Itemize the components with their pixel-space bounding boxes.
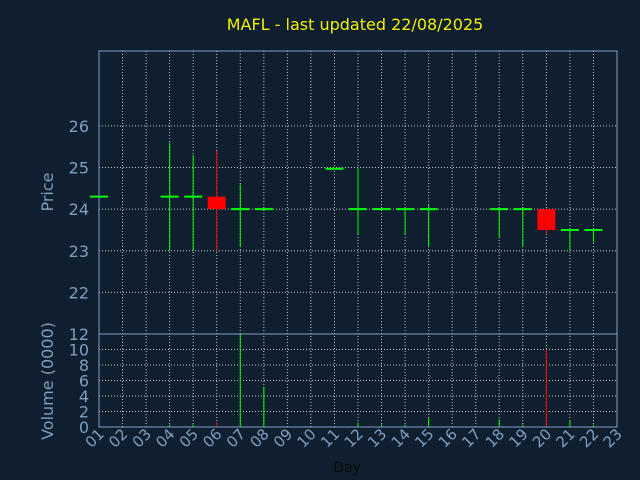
day-tick-label: 15 xyxy=(411,425,437,451)
volume-tick-label: 8 xyxy=(79,356,89,375)
volume-tick-label: 12 xyxy=(69,325,89,344)
price-tick-label: 23 xyxy=(69,242,89,261)
frame-layer xyxy=(98,50,618,428)
day-tick-label: 06 xyxy=(199,425,225,451)
tick-labels-layer: 2223242526024681012010203040506070809101… xyxy=(69,117,626,451)
day-tick-label: 19 xyxy=(505,425,531,451)
day-tick-label: 08 xyxy=(246,425,272,451)
day-tick-label: 07 xyxy=(223,425,249,451)
price-tick-label: 22 xyxy=(69,283,89,302)
volume-tick-label: 0 xyxy=(79,418,89,437)
day-tick-label: 02 xyxy=(105,425,131,451)
day-tick-label: 22 xyxy=(576,425,602,451)
day-tick-label: 10 xyxy=(294,425,320,451)
volume-tick-label: 4 xyxy=(79,387,89,406)
day-tick-label: 05 xyxy=(176,425,202,451)
plot-frame xyxy=(98,50,618,428)
marks-layer xyxy=(90,142,603,427)
day-tick-label: 16 xyxy=(435,425,461,451)
candle-body-down xyxy=(537,209,556,230)
price-tick-label: 24 xyxy=(69,200,89,219)
volume-axis-label: Volume (0000) xyxy=(38,322,57,440)
volume-tick-label: 6 xyxy=(79,372,89,391)
price-tick-label: 25 xyxy=(69,159,89,178)
chart-title: MAFL - last updated 22/08/2025 xyxy=(227,15,484,34)
day-tick-label: 11 xyxy=(317,425,343,451)
day-tick-label: 09 xyxy=(270,425,296,451)
volume-tick-label: 10 xyxy=(69,341,89,360)
grid-layer xyxy=(99,51,617,427)
price-tick-label: 26 xyxy=(69,117,89,136)
day-tick-label: 03 xyxy=(129,425,155,451)
price-axis-label: Price xyxy=(38,172,57,211)
day-tick-label: 14 xyxy=(388,425,414,451)
day-tick-label: 18 xyxy=(482,425,508,451)
day-tick-label: 20 xyxy=(529,425,555,451)
day-tick-label: 12 xyxy=(341,425,367,451)
day-tick-label: 23 xyxy=(600,425,626,451)
day-tick-label: 13 xyxy=(364,425,390,451)
day-tick-label: 17 xyxy=(458,425,484,451)
candle-body-down xyxy=(207,196,226,210)
day-tick-label: 04 xyxy=(152,425,178,451)
x-axis-label: Day xyxy=(333,460,361,476)
volume-tick-label: 2 xyxy=(79,403,89,422)
day-tick-label: 21 xyxy=(553,425,579,451)
